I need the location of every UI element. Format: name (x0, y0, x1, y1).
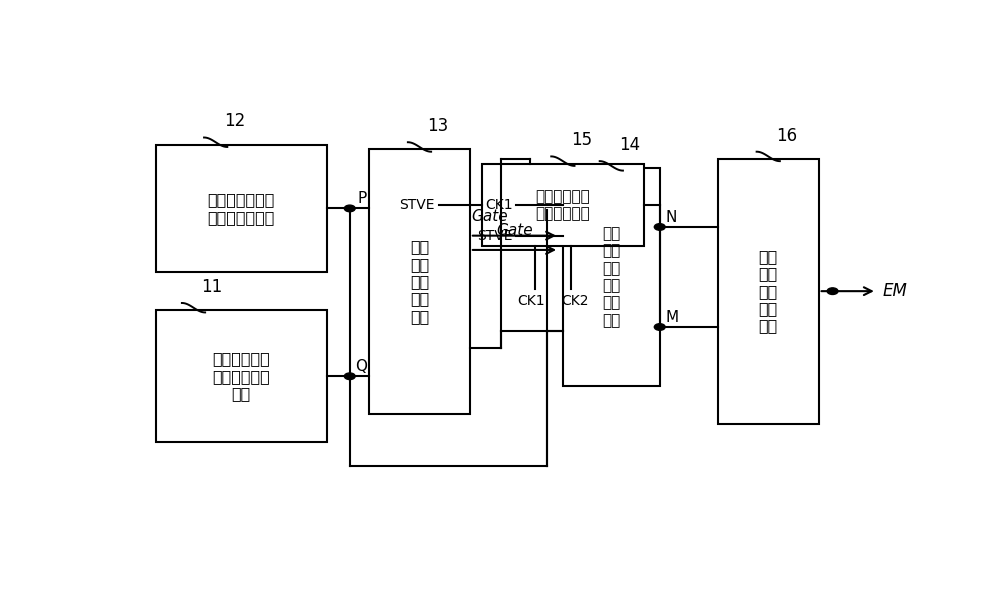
Text: 栅极
驱动
信号
输出
模块: 栅极 驱动 信号 输出 模块 (410, 239, 429, 324)
Bar (718, 159, 819, 424)
Circle shape (654, 223, 665, 230)
Text: Q: Q (355, 359, 367, 374)
Text: 第二发光控制
节点控制模块: 第二发光控制 节点控制模块 (536, 188, 590, 221)
Text: 第一
发光
控制
节点
控制
模块: 第一 发光 控制 节点 控制 模块 (602, 226, 620, 328)
Text: EM: EM (883, 282, 908, 300)
Text: 第二栅极驱动控
制节点控制模块: 第二栅极驱动控 制节点控制模块 (208, 192, 275, 225)
Circle shape (827, 288, 838, 295)
Text: N: N (666, 209, 677, 225)
Text: CK2: CK2 (561, 295, 589, 308)
Circle shape (344, 373, 355, 379)
Text: 16: 16 (776, 126, 797, 144)
Text: 第一栅极驱动
控制节点控制
模块: 第一栅极驱动 控制节点控制 模块 (212, 351, 270, 401)
Text: P: P (358, 191, 367, 206)
Text: M: M (666, 309, 679, 325)
Text: 14: 14 (619, 136, 640, 154)
Bar (369, 149, 470, 414)
Bar (156, 310, 326, 443)
Text: 发光
控制
信号
输出
模块: 发光 控制 信号 输出 模块 (759, 249, 778, 333)
Circle shape (654, 324, 665, 330)
Circle shape (344, 205, 355, 212)
Bar (482, 163, 644, 246)
Text: Gate: Gate (496, 223, 533, 238)
Text: CK1: CK1 (518, 295, 545, 308)
Text: 13: 13 (427, 117, 449, 135)
Text: STVE: STVE (400, 198, 435, 212)
Text: CK1: CK1 (485, 198, 512, 212)
Text: 11: 11 (201, 278, 223, 296)
Text: STVE: STVE (477, 228, 512, 243)
Text: Gate: Gate (471, 209, 508, 224)
Bar (563, 168, 660, 386)
Text: 12: 12 (224, 112, 245, 130)
Bar (156, 144, 326, 272)
Text: 15: 15 (571, 131, 592, 149)
